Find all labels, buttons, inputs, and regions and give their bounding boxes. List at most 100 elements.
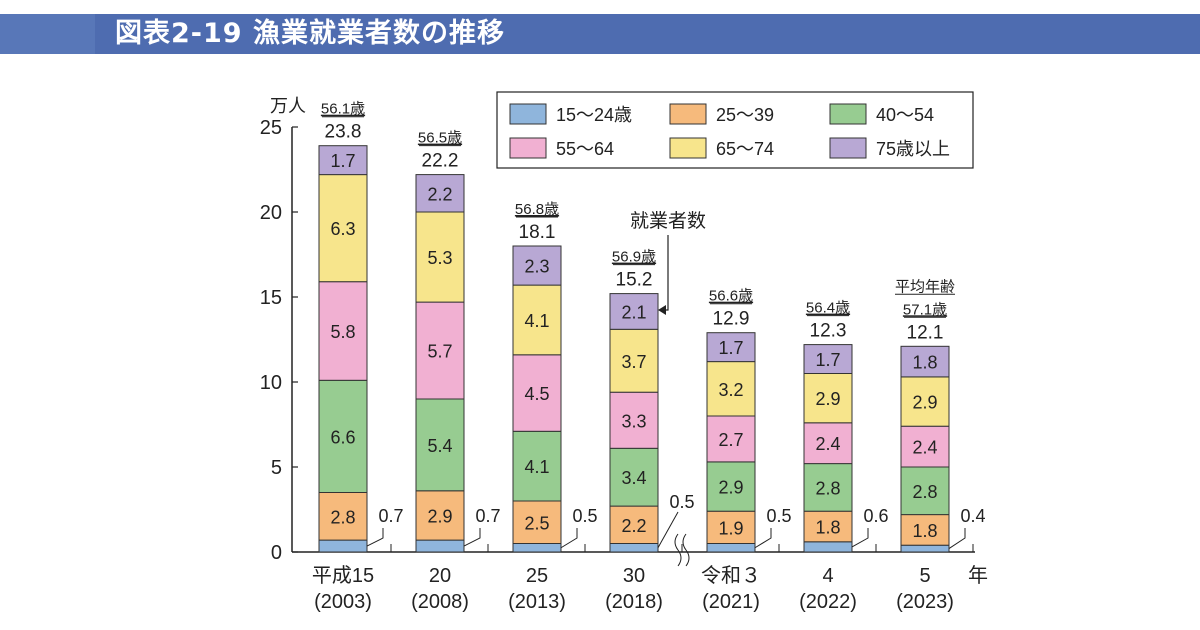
total-label: 12.9 — [713, 309, 750, 330]
bar-value-label: 2.3 — [524, 257, 549, 277]
bar-segment — [318, 492, 368, 541]
average-age-heading: 平均年齢 — [895, 278, 955, 295]
bar-segment — [609, 447, 659, 507]
bar-segment — [706, 543, 756, 553]
bar-value-label: 6.6 — [330, 427, 355, 447]
average-age-label: 56.4歳 — [806, 300, 850, 317]
bar-value-label: 2.8 — [815, 478, 840, 498]
y-tick-label: 10 — [260, 372, 282, 394]
bar-segment — [415, 539, 465, 553]
legend-label: 15～24歳 — [556, 105, 632, 125]
legend-swatch — [509, 137, 547, 159]
bar-segment — [706, 461, 756, 512]
bar-value-label: 0.5 — [669, 492, 694, 512]
annotation-arrowhead — [658, 305, 666, 315]
bar-value-label: 5.8 — [330, 322, 355, 342]
bar-value-label: 2.9 — [912, 393, 937, 413]
bar-value-label: 4.1 — [524, 457, 549, 477]
bar-value-label: 0.7 — [475, 506, 500, 526]
bar-value-label: 2.8 — [912, 482, 937, 502]
bar-value-label: 0.5 — [572, 506, 597, 526]
bar-value-label: 0.4 — [960, 506, 985, 526]
total-label: 23.8 — [325, 122, 362, 143]
bar-segment — [318, 281, 368, 381]
bar-segment — [415, 301, 465, 400]
y-tick-label: 25 — [260, 117, 282, 139]
average-age-label: 56.6歳 — [709, 288, 753, 305]
bar-segment — [415, 211, 465, 303]
x-tick-label: 5 — [919, 565, 930, 587]
x-tick-year: (2013) — [508, 591, 566, 613]
bar-value-label: 1.9 — [718, 518, 743, 538]
bar-segment — [512, 284, 562, 356]
leader-line — [463, 528, 481, 547]
bar-value-label: 1.7 — [330, 151, 355, 171]
x-axis-unit: 年 — [968, 564, 988, 587]
legend-label: 40～54 — [876, 105, 934, 125]
legend-label: 75歳以上 — [876, 139, 950, 159]
leader-line — [948, 528, 966, 550]
x-tick-year: (2008) — [411, 591, 469, 613]
y-tick-label: 0 — [271, 542, 282, 564]
bar-segment — [803, 422, 853, 465]
y-tick-label: 5 — [271, 457, 282, 479]
legend-swatch — [829, 103, 867, 125]
bar-value-label: 2.4 — [815, 434, 840, 454]
legend-swatch — [829, 137, 867, 159]
header-band — [0, 14, 1200, 54]
x-tick-label: 30 — [623, 565, 645, 587]
x-tick-label: 25 — [526, 565, 548, 587]
x-tick-label: 4 — [822, 565, 833, 587]
average-age-label: 56.9歳 — [612, 249, 656, 266]
bar-segment — [803, 373, 853, 424]
legend-swatch — [509, 103, 547, 125]
y-tick-label: 15 — [260, 287, 282, 309]
bar-segment — [803, 344, 853, 375]
bar-value-label: 1.8 — [912, 353, 937, 373]
bar-value-label: 2.4 — [912, 438, 937, 458]
legend-label: 65～74 — [716, 139, 774, 159]
bar-segment — [609, 328, 659, 393]
bar-segment — [318, 539, 368, 553]
bar-segment — [609, 293, 659, 330]
bar-segment — [803, 463, 853, 512]
page-title: 図表2-19 漁業就業者数の推移 — [115, 18, 505, 49]
leader-line — [657, 511, 679, 548]
bar-value-label: 3.2 — [718, 380, 743, 400]
x-tick-year: (2023) — [896, 591, 954, 613]
bar-value-label: 2.8 — [330, 507, 355, 527]
bar-segment — [706, 361, 756, 417]
bar-value-label: 2.9 — [427, 506, 452, 526]
bar-value-label: 2.2 — [427, 184, 452, 204]
bar-segment — [318, 174, 368, 283]
leader-line — [560, 528, 578, 549]
average-age-label: 56.8歳 — [515, 201, 559, 218]
bar-value-label: 0.6 — [863, 506, 888, 526]
bar-value-label: 2.9 — [815, 389, 840, 409]
legend-label: 25～39 — [716, 105, 774, 125]
bar-segment — [706, 332, 756, 363]
legend-swatch — [669, 137, 707, 159]
x-tick-year: (2022) — [799, 591, 857, 613]
x-tick-label: 平成15 — [312, 564, 374, 587]
bar-segment — [900, 376, 950, 427]
bar-segment — [900, 425, 950, 468]
legend-box — [496, 91, 974, 169]
x-tick-year: (2003) — [314, 591, 372, 613]
header-band-accent — [0, 14, 95, 54]
bar-segment — [900, 544, 950, 553]
bar-value-label: 2.7 — [718, 430, 743, 450]
x-tick-year: (2021) — [702, 591, 760, 613]
bar-value-label: 2.9 — [718, 478, 743, 498]
axis-break-icon — [674, 533, 690, 567]
average-age-label: 56.5歳 — [418, 130, 462, 147]
bar-segment — [900, 514, 950, 546]
average-age-label: 57.1歳 — [903, 301, 947, 318]
bar-value-label: 0.7 — [378, 506, 403, 526]
bar-segment — [318, 145, 368, 176]
bar-segment — [803, 510, 853, 543]
bar-segment — [706, 510, 756, 545]
x-tick-label: 20 — [429, 565, 451, 587]
bar-segment — [318, 379, 368, 493]
